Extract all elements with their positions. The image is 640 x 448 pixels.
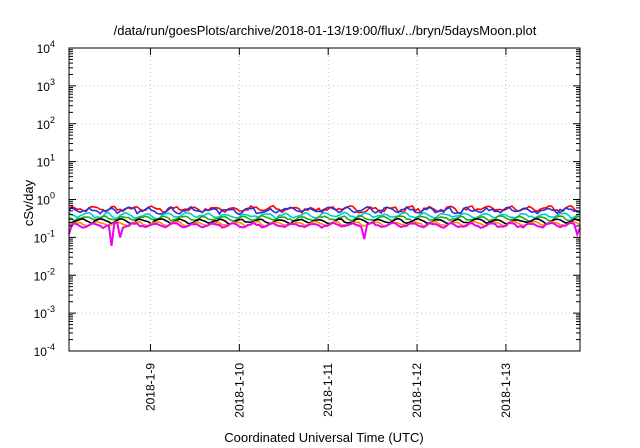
series-line-2 <box>68 205 581 216</box>
x-tick-label: 2018-1-9 <box>143 363 157 411</box>
series-line-7 <box>68 221 581 246</box>
chart-title: /data/run/goesPlots/archive/2018-01-13/1… <box>114 23 537 38</box>
x-tick-label: 2018-1-11 <box>321 363 335 417</box>
y-tick-label: 102 <box>37 115 55 132</box>
y-tick-label: 100 <box>37 191 55 208</box>
y-tick-label: 104 <box>37 39 55 56</box>
series-line-5 <box>68 217 581 226</box>
y-tick-label: 10-2 <box>34 266 55 283</box>
ticks: 10-4 10-3 10-2 10-1 100 101 102 103 104 2018-1-9 2… <box>34 39 580 418</box>
series-group <box>68 204 581 246</box>
series-line-3 <box>68 211 581 221</box>
y-tick-label: 10-1 <box>34 228 55 245</box>
x-tick-label: 2018-1-13 <box>499 363 513 418</box>
y-tick-label: 103 <box>37 77 55 94</box>
plot-frame <box>68 47 581 352</box>
y-tick-label: 10-3 <box>34 304 55 321</box>
y-tick-label: 101 <box>37 153 55 170</box>
x-tick-label: 2018-1-10 <box>232 363 246 418</box>
y-axis-label: cSv/day <box>21 179 36 226</box>
grid <box>69 48 580 351</box>
x-tick-label: 2018-1-12 <box>410 363 424 418</box>
y-tick-label: 10-4 <box>34 342 55 359</box>
x-axis-label: Coordinated Universal Time (UTC) <box>224 430 423 445</box>
